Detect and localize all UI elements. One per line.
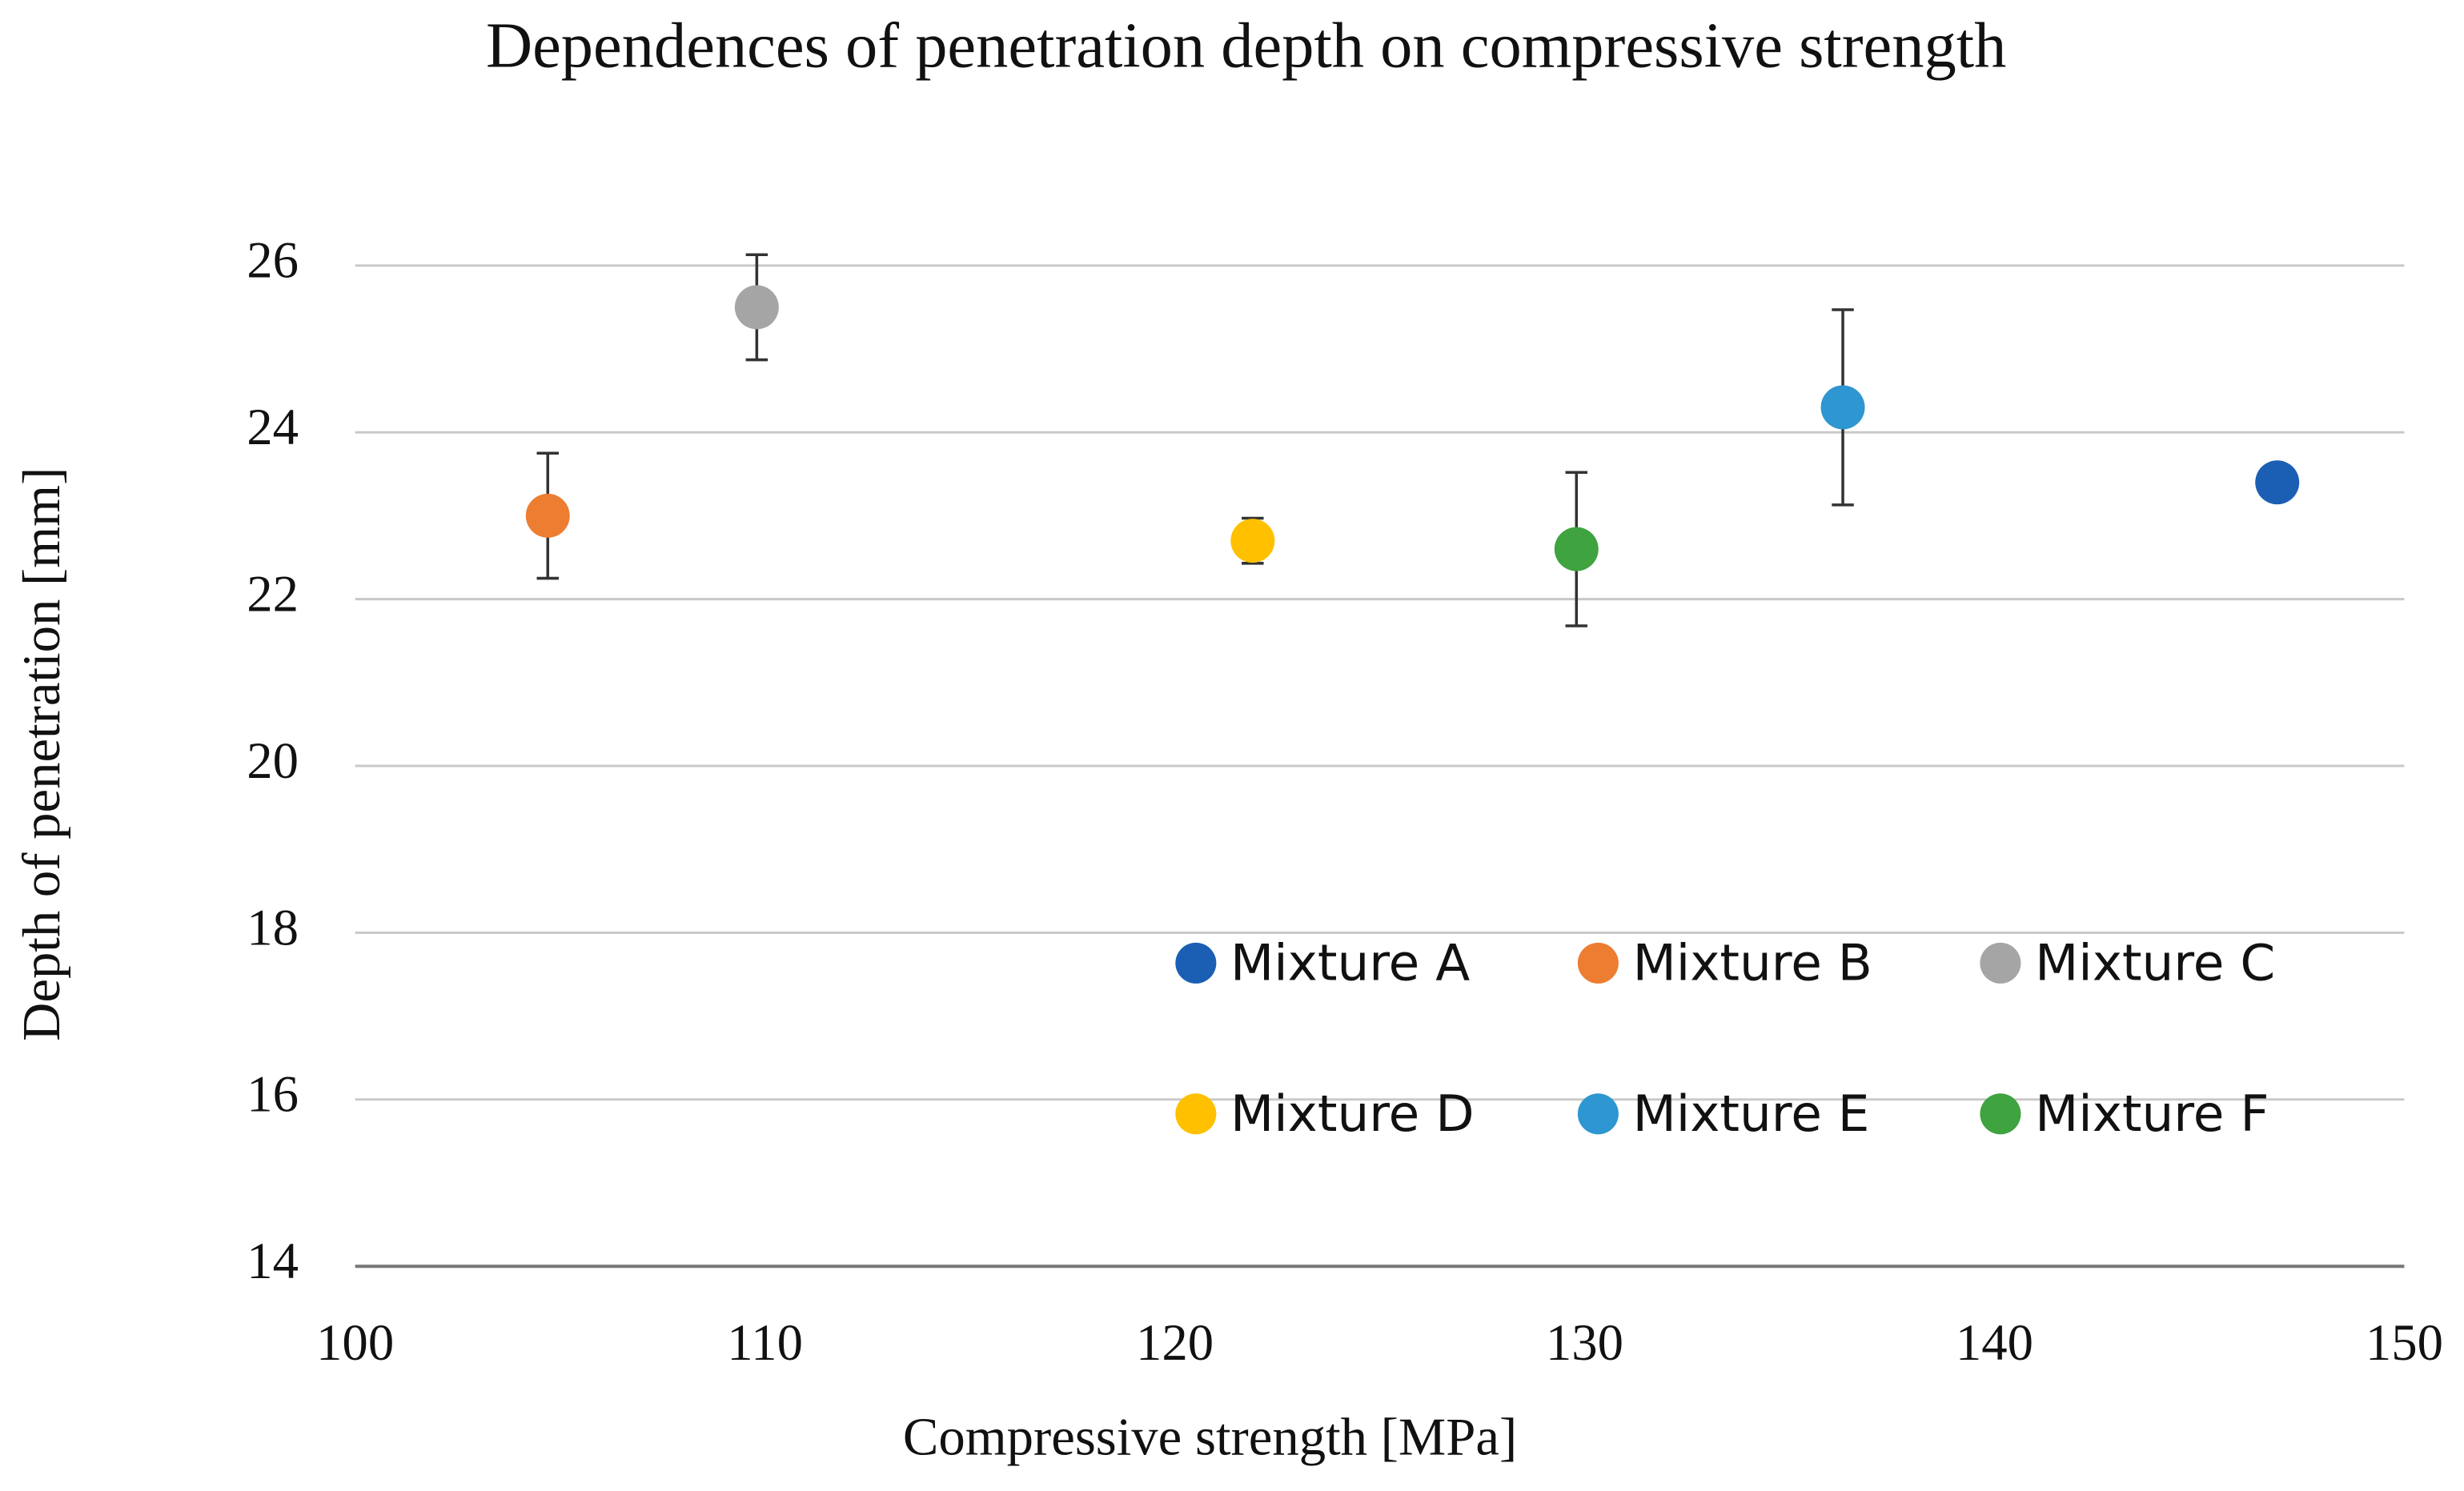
legend-marker	[1175, 1093, 1217, 1135]
data-point	[734, 285, 779, 330]
y-tick-label: 22	[247, 565, 299, 623]
legend-label: Mixture F	[2035, 1084, 2269, 1143]
legend-marker	[1980, 1093, 2021, 1135]
x-axis-label: Compressive strength [MPa]	[903, 1408, 1517, 1466]
y-tick-label: 18	[247, 899, 299, 956]
legend-marker	[1175, 942, 1217, 984]
y-tick-label: 26	[247, 232, 299, 290]
legend-marker	[1577, 942, 1619, 984]
x-tick-label: 140	[1956, 1314, 2033, 1372]
data-point	[1230, 519, 1275, 563]
y-tick-label: 16	[247, 1066, 299, 1124]
y-axis-label: Depth of penetration [mm]	[13, 467, 71, 1041]
y-tick-label: 20	[247, 732, 299, 790]
x-tick-label: 150	[2366, 1314, 2443, 1372]
data-point	[1820, 385, 1865, 430]
legend-marker	[1577, 1093, 1619, 1135]
chart-title: Dependences of penetration depth on comp…	[486, 10, 2006, 81]
legend-label: Mixture B	[1633, 933, 1872, 992]
y-tick-label: 14	[247, 1232, 299, 1290]
legend-label: Mixture E	[1633, 1084, 1870, 1143]
x-tick-label: 110	[727, 1314, 803, 1372]
y-tick-label: 24	[247, 399, 299, 456]
x-tick-label: 100	[316, 1314, 394, 1372]
data-point	[1554, 527, 1599, 571]
legend-marker	[1980, 942, 2021, 984]
data-point	[2255, 460, 2300, 505]
legend-label: Mixture C	[2035, 933, 2275, 992]
data-point	[525, 493, 570, 538]
x-tick-label: 120	[1136, 1314, 1214, 1372]
x-tick-label: 130	[1546, 1314, 1623, 1372]
legend-label: Mixture D	[1230, 1084, 1475, 1143]
legend-label: Mixture A	[1230, 933, 1470, 992]
